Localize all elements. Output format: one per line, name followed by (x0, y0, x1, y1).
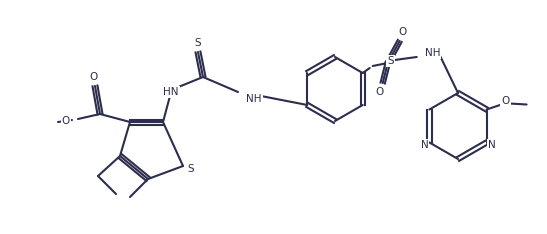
Text: N: N (488, 140, 496, 150)
Text: NH: NH (246, 94, 261, 104)
Text: NH: NH (424, 48, 440, 58)
Text: O: O (62, 116, 70, 126)
Text: S: S (195, 38, 201, 48)
Text: O: O (376, 87, 384, 97)
Text: S: S (387, 56, 394, 66)
Text: O: O (502, 96, 510, 106)
Text: HN: HN (163, 87, 178, 97)
Text: S: S (188, 164, 194, 174)
Text: O: O (89, 72, 97, 82)
Text: N: N (421, 140, 428, 150)
Text: O: O (399, 27, 407, 37)
